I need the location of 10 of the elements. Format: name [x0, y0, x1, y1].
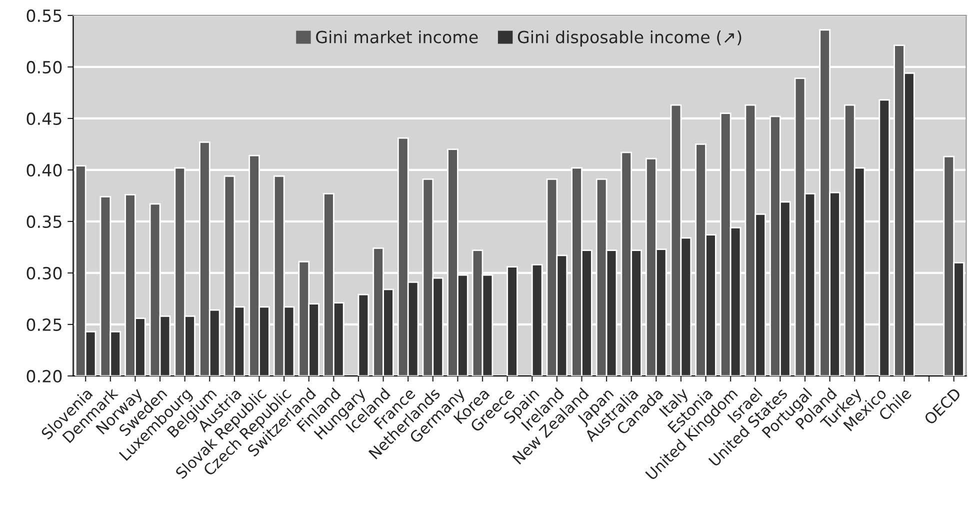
- y-tick-label: 0.25: [26, 318, 62, 332]
- y-tick-label: 0.55: [26, 9, 62, 22]
- legend-label: Gini disposable income (↗): [518, 30, 742, 47]
- legend-label: Gini market income: [316, 30, 478, 44]
- y-tick-label: 0.20: [26, 370, 62, 383]
- y-tick-label: 0.50: [26, 60, 62, 74]
- y-tick-label: 0.30: [26, 266, 62, 280]
- y-tick-label: 0.45: [26, 112, 62, 126]
- y-tick-label: 0.40: [26, 164, 62, 177]
- y-tick-label: 0.35: [26, 215, 62, 228]
